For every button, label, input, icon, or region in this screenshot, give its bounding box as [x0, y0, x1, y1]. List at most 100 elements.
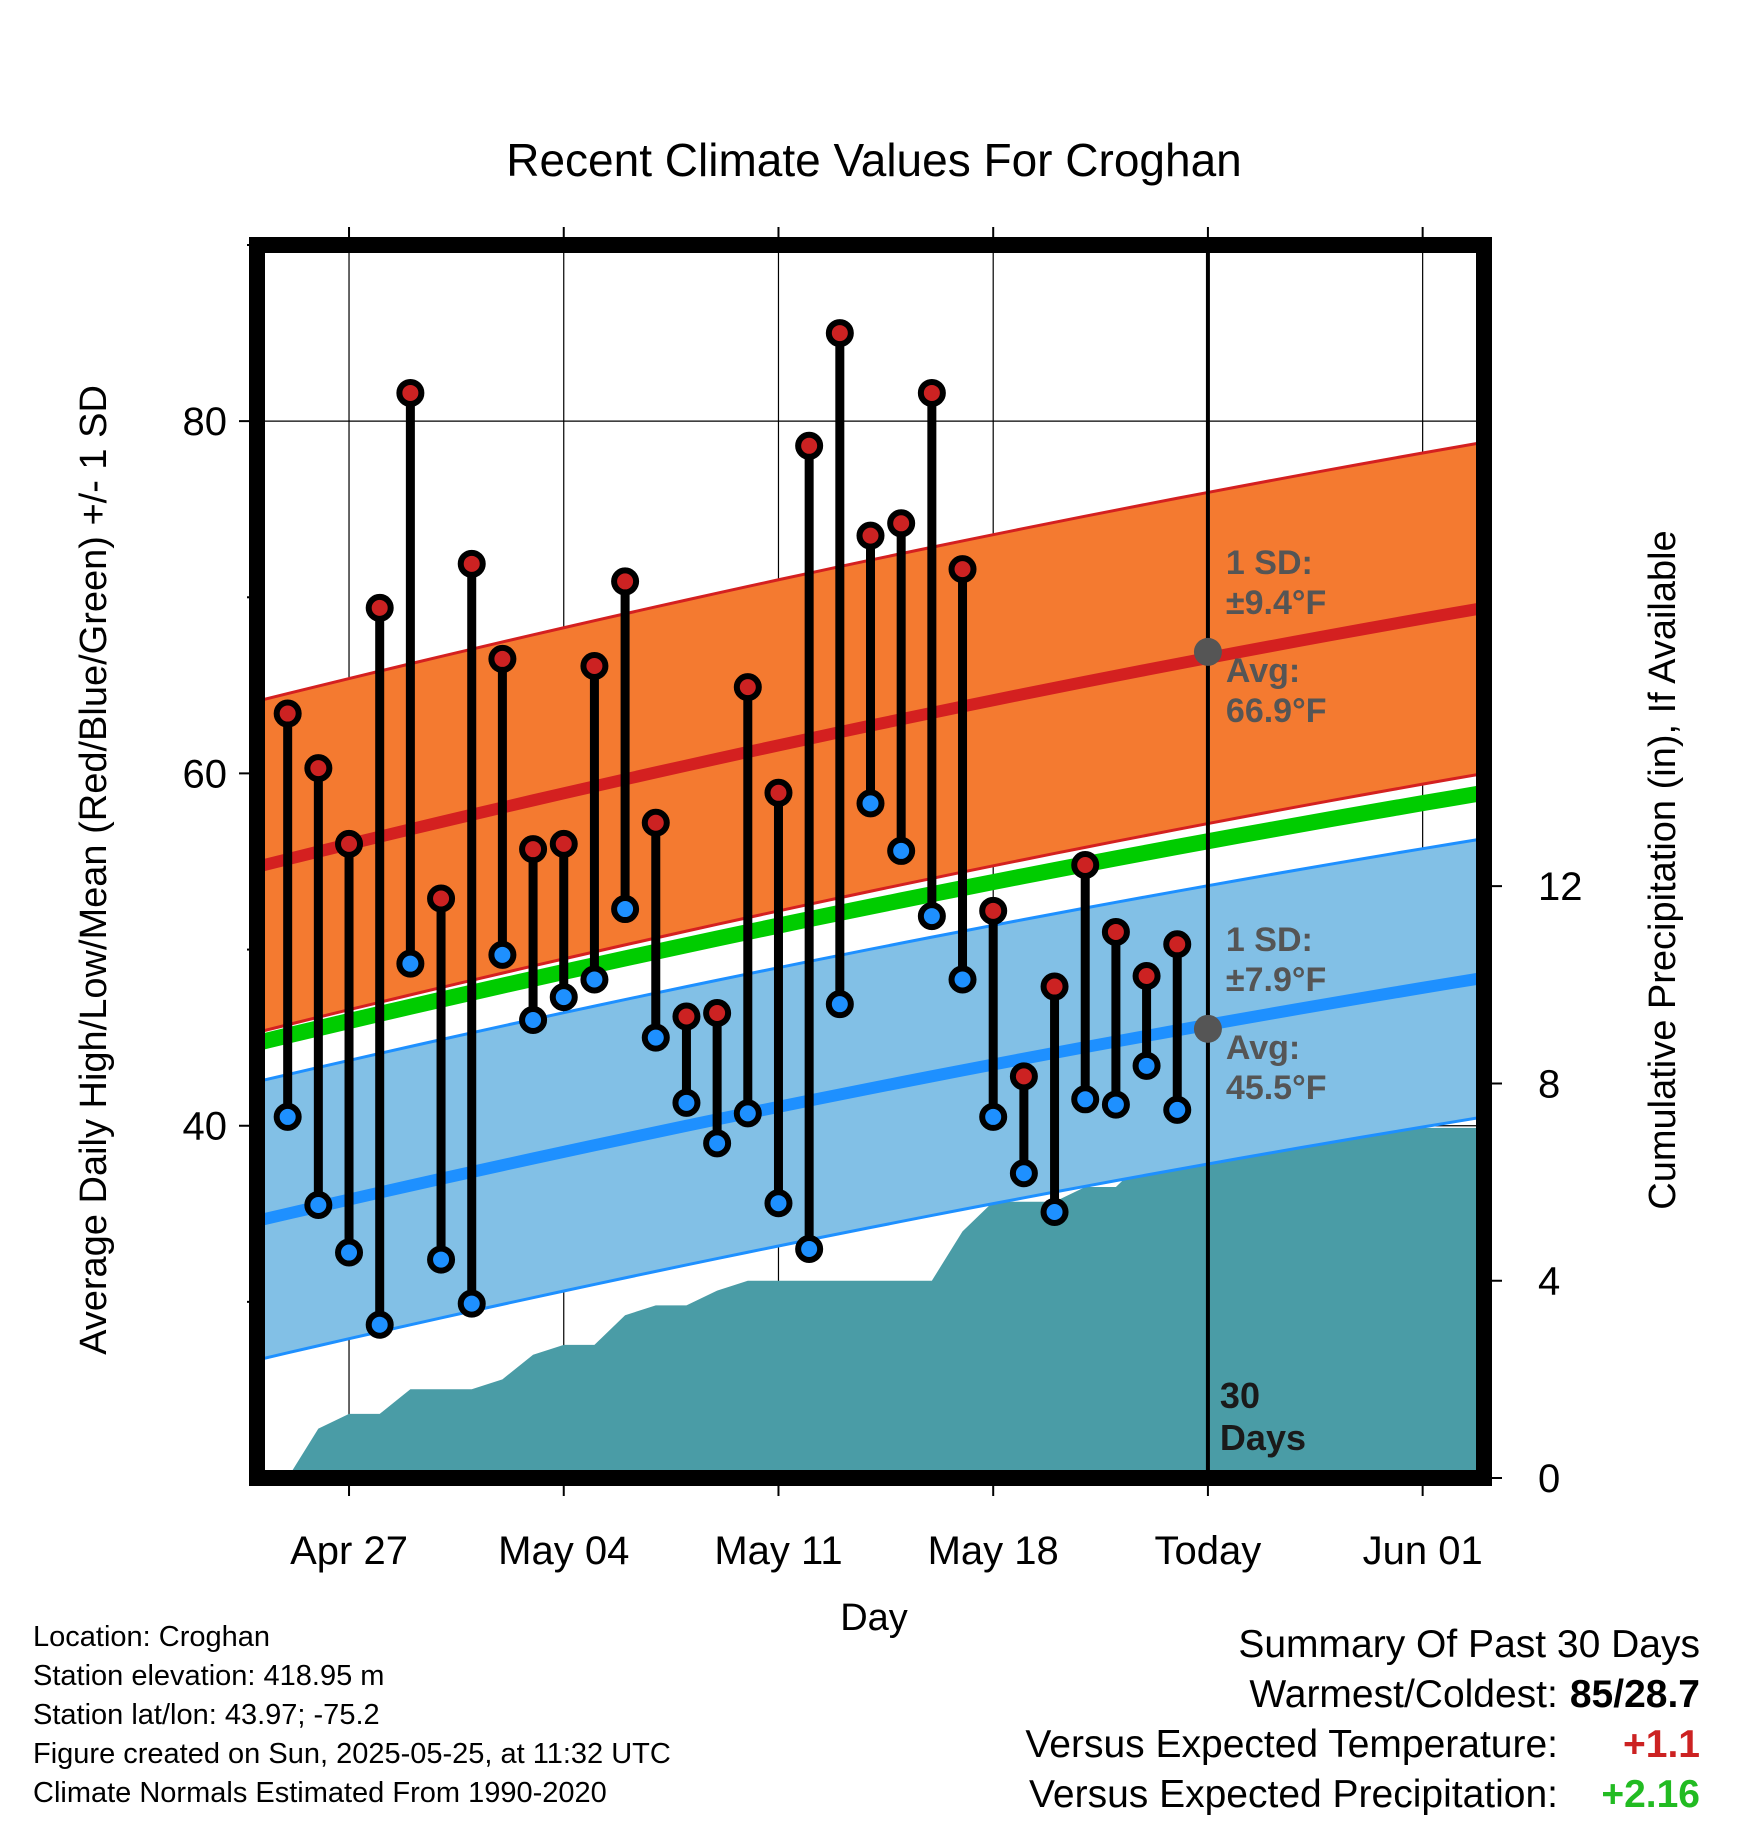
daily-low-point — [580, 965, 609, 994]
daily-low-point — [1132, 1051, 1161, 1080]
daily-high-point — [948, 555, 977, 584]
daily-high-point — [703, 998, 732, 1027]
daily-high-point — [611, 567, 640, 596]
daily-high-point — [1163, 930, 1192, 959]
daily-high-point — [519, 835, 548, 864]
daily-high-point — [979, 896, 1008, 925]
x-axis-label: Day — [840, 1597, 908, 1639]
daily-high-point — [1009, 1062, 1038, 1091]
x-tick-label: May 04 — [498, 1529, 629, 1573]
warmest-value: 85 — [1569, 1673, 1614, 1716]
daily-low-point — [488, 940, 517, 969]
daily-high-point — [641, 808, 670, 837]
today-high-normal-marker — [1193, 637, 1222, 666]
y-right-tick-label: 4 — [1538, 1260, 1560, 1304]
sd-annotation-text: 1 SD: — [1226, 921, 1313, 959]
low-sd-lower-line — [257, 1115, 1484, 1362]
daily-low-point — [979, 1102, 1008, 1131]
daily-low-point — [427, 1245, 456, 1274]
days-label: Days — [1220, 1417, 1306, 1458]
low-sd-upper-line — [257, 837, 1484, 1084]
daily-low-point — [641, 1023, 670, 1052]
daily-high-point — [795, 431, 824, 460]
mean-normal-line — [257, 784, 1484, 1051]
daily-high-point — [580, 651, 609, 680]
sd-annotation-text: 1 SD: — [1226, 544, 1313, 582]
daily-low-point — [1009, 1159, 1038, 1188]
daily-high-point — [273, 699, 302, 728]
daily-low-point — [703, 1129, 732, 1158]
summary-title: Summary Of Past 30 Days — [1238, 1623, 1700, 1666]
sd-annotation-text: 66.9°F — [1226, 692, 1327, 730]
daily-high-point — [335, 829, 364, 858]
sd-annotation-text: Avg: — [1226, 652, 1300, 690]
x-tick-label: May 11 — [714, 1529, 842, 1573]
daily-low-point — [825, 990, 854, 1019]
daily-high-point — [764, 778, 793, 807]
summary-panel: Summary Of Past 30 Days Warmest/Coldest:… — [1025, 1620, 1700, 1820]
precip-anomaly-row: Versus Expected Precipitation: +2.16 — [1025, 1770, 1700, 1820]
x-tick-label: Jun 01 — [1363, 1529, 1483, 1573]
x-tick-label: Apr 27 — [290, 1529, 408, 1573]
sd-annotation-text: ±9.4°F — [1226, 584, 1326, 622]
daily-high-point — [365, 593, 394, 622]
sd-annotation-text: ±7.9°F — [1226, 961, 1326, 999]
daily-low-point — [917, 902, 946, 931]
high-sd-lower-line — [257, 771, 1484, 1034]
daily-low-point — [795, 1235, 824, 1264]
y-axis-right-label: Cumulative Precipitation (in), If Availa… — [1642, 530, 1684, 1209]
daily-high-point — [825, 319, 854, 348]
warmest-coldest-value: 85/28.7 — [1569, 1673, 1700, 1716]
daily-high-point — [457, 549, 486, 578]
daily-low-point — [1071, 1085, 1100, 1114]
sd-annotation-text: Avg: — [1226, 1029, 1300, 1067]
days-label: 30 — [1220, 1375, 1260, 1416]
elevation-text: Station elevation: 418.95 m — [33, 1660, 385, 1692]
summary-title-row: Summary Of Past 30 Days — [1025, 1620, 1700, 1670]
y-left-tick-label: 80 — [183, 400, 228, 444]
daily-low-point — [611, 895, 640, 924]
daily-low-point — [549, 983, 578, 1012]
location-text: Location: Croghan — [33, 1621, 270, 1653]
daily-low-point — [887, 836, 916, 865]
precipitation-area — [287, 1127, 1484, 1478]
latlon-text: Station lat/lon: 43.97; -75.2 — [33, 1699, 380, 1731]
daily-high-point — [856, 521, 885, 550]
daily-low-point — [856, 789, 885, 818]
today-low-normal-marker — [1193, 1014, 1222, 1043]
x-tick-label: Today — [1155, 1529, 1262, 1573]
chart-title: Recent Climate Values For Croghan — [506, 134, 1241, 186]
low-normal-line — [257, 971, 1484, 1227]
sd-annotation-text: 45.5°F — [1226, 1069, 1327, 1107]
daily-high-point — [1071, 851, 1100, 880]
daily-low-point — [273, 1102, 302, 1131]
daily-high-point — [733, 673, 762, 702]
daily-low-point — [335, 1238, 364, 1267]
x-tick-label: May 18 — [928, 1529, 1059, 1573]
y-right-tick-label: 12 — [1538, 865, 1583, 909]
y-right-tick-label: 0 — [1538, 1457, 1560, 1501]
daily-low-point — [396, 949, 425, 978]
daily-low-point — [1101, 1090, 1130, 1119]
daily-high-point — [304, 754, 333, 783]
daily-low-point — [733, 1099, 762, 1128]
daily-low-point — [519, 1006, 548, 1035]
daily-high-point — [917, 378, 946, 407]
daily-low-point — [1040, 1198, 1069, 1227]
precip-anomaly-label: Versus Expected Precipitation: — [1029, 1773, 1558, 1816]
daily-high-point — [427, 884, 456, 913]
temp-anomaly-value: +1.1 — [1623, 1723, 1700, 1766]
daily-high-point — [1101, 917, 1130, 946]
daily-low-point — [457, 1289, 486, 1318]
station-info: Location: Croghan Station elevation: 418… — [33, 1618, 671, 1813]
daily-high-point — [488, 644, 517, 673]
y-left-tick-label: 40 — [183, 1105, 228, 1149]
warmest-coldest-row: Warmest/Coldest: 85/28.7 — [1025, 1670, 1700, 1720]
daily-high-point — [672, 1002, 701, 1031]
daily-low-point — [764, 1189, 793, 1218]
daily-low-point — [304, 1190, 333, 1219]
normals-text: Climate Normals Estimated From 1990-2020 — [33, 1777, 607, 1809]
daily-low-point — [948, 965, 977, 994]
